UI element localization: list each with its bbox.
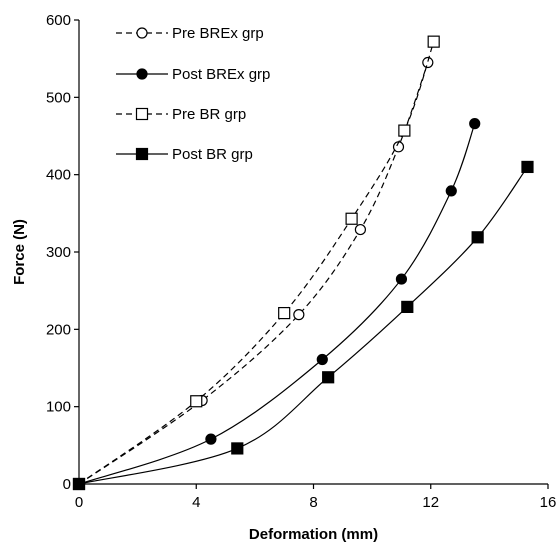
- data-point: [401, 300, 414, 314]
- y-tick-label: 0: [63, 476, 71, 493]
- y-axis-label: Force (N): [11, 219, 28, 285]
- y-tick-label: 200: [46, 321, 71, 338]
- legend: Pre BREx grp Post BREx grp Pre BR grp Post …: [116, 25, 270, 163]
- x-tick-label: 4: [192, 494, 200, 511]
- y-tick-label: 600: [46, 12, 71, 29]
- legend-marker: [135, 147, 149, 161]
- data-point: [395, 273, 408, 285]
- y-tick-label: 300: [46, 244, 71, 261]
- data-point: [316, 353, 328, 366]
- data-point: [293, 309, 305, 321]
- legend-label: Pre BREx grp: [172, 25, 264, 42]
- legend-item: Post BREx grp: [116, 66, 270, 83]
- legend-marker: [136, 27, 148, 39]
- series-line: [78, 62, 429, 485]
- data-point: [445, 185, 457, 197]
- x-axis-label: Deformation (mm): [249, 526, 378, 543]
- data-point: [521, 160, 534, 174]
- data-point: [422, 56, 434, 69]
- x-tick-label: 16: [540, 494, 557, 511]
- legend-item: Post BR grp: [116, 146, 253, 163]
- legend-item: Pre BREx grp: [116, 25, 264, 42]
- series-0: [73, 56, 434, 490]
- series-line: [78, 166, 528, 485]
- series-layer: [72, 35, 534, 491]
- data-point: [354, 223, 366, 236]
- data-point: [471, 231, 484, 244]
- data-point: [469, 118, 481, 130]
- data-point: [278, 306, 291, 320]
- x-tick-label: 12: [422, 494, 439, 511]
- legend-label: Pre BR grp: [172, 106, 246, 123]
- legend-item: Pre BR grp: [116, 106, 246, 123]
- data-point: [190, 395, 203, 408]
- data-point: [398, 124, 411, 137]
- x-tick-label: 0: [75, 494, 83, 511]
- series-3: [72, 160, 534, 491]
- legend-marker: [135, 107, 149, 121]
- series-1: [73, 118, 481, 490]
- series-2: [72, 35, 440, 491]
- data-point: [205, 433, 217, 445]
- legend-label: Post BREx grp: [172, 66, 270, 83]
- data-point: [427, 35, 440, 48]
- y-tick-label: 500: [46, 89, 71, 106]
- x-tick-label: 8: [309, 494, 317, 511]
- y-tick-label: 400: [46, 167, 71, 184]
- data-point: [231, 442, 244, 455]
- y-tick-label: 100: [46, 399, 71, 416]
- series-line: [78, 123, 476, 485]
- axes: 0 100 200 300 400 500 600 0 4 8 12 16: [46, 12, 556, 511]
- data-point: [72, 477, 86, 491]
- legend-label: Post BR grp: [172, 146, 253, 163]
- series-line: [78, 41, 435, 485]
- legend-marker: [136, 68, 148, 80]
- data-point: [322, 371, 335, 384]
- data-point: [345, 212, 358, 225]
